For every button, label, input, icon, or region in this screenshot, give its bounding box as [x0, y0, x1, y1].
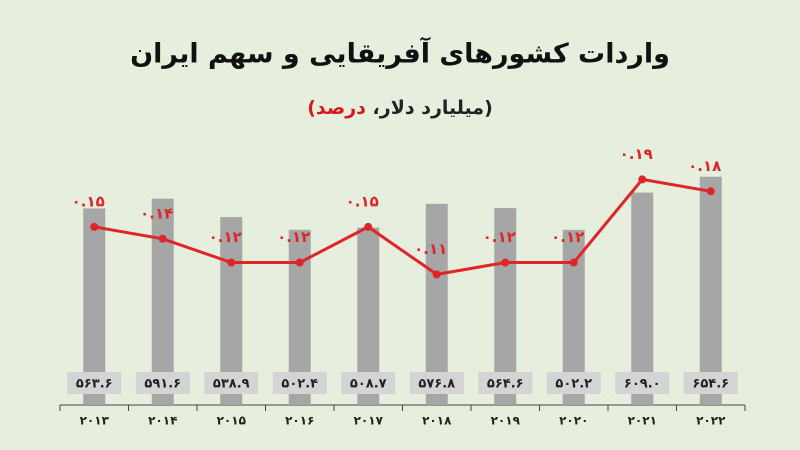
x-tick-label: ۲۰۱۷: [354, 414, 384, 428]
x-tick-label: ۲۰۱۵: [217, 414, 246, 428]
label-box: [67, 372, 122, 394]
x-tick-label: ۲۰۱۸: [422, 414, 452, 428]
label-box: [272, 372, 327, 394]
data-label: ۶۰۹.۰: [624, 377, 661, 392]
point: [364, 222, 373, 231]
point: [90, 222, 99, 231]
data-label: ۰.۱۲: [551, 228, 584, 246]
x-tick-label: ۲۰۲۲: [696, 414, 726, 428]
x-tick-label: ۲۰۱۳: [80, 414, 110, 428]
label-box: [615, 372, 670, 394]
data-label: ۵۰۸.۷: [350, 377, 387, 392]
data-label: ۵۳۸.۹: [213, 377, 250, 392]
data-label: ۵۰۲.۴: [281, 377, 318, 392]
label-box: [546, 372, 601, 394]
label-box: [478, 372, 533, 394]
bar: [357, 227, 380, 405]
data-label: ۵۶۴.۶: [487, 377, 524, 392]
label-box: [135, 372, 190, 394]
bar: [425, 203, 448, 405]
x-tick-label: ۲۰۲۰: [559, 414, 588, 428]
bar: [631, 192, 654, 405]
point: [638, 175, 647, 184]
data-label: ۰.۱۱: [414, 240, 447, 258]
data-label: ۵۶۳.۶: [76, 377, 113, 392]
bar: [494, 208, 517, 405]
point: [501, 258, 510, 267]
bar: [83, 208, 106, 405]
label-box: [341, 372, 396, 394]
data-label: ۰.۱۴: [140, 204, 173, 222]
line: [93, 177, 712, 276]
label-box: [204, 372, 259, 394]
subtitle-part: (میلیارد دلار،: [366, 97, 493, 119]
point: [227, 258, 236, 267]
data-label: ۶۵۴.۶: [692, 377, 729, 392]
x-tick-label: ۲۰۱۴: [148, 414, 177, 428]
x-tick-label: ۲۰۲۱: [628, 414, 657, 428]
data-label: ۵۰۲.۲: [555, 377, 592, 392]
point: [432, 270, 441, 279]
point: [158, 234, 167, 243]
data-label: ۰.۱۲: [277, 228, 310, 246]
point: [569, 258, 578, 267]
bar: [151, 198, 174, 405]
subtitle-part: درصد): [307, 97, 366, 119]
bar: [220, 217, 243, 405]
data-label: ۰.۱۵: [346, 192, 379, 210]
data-label: ۰.۱۲: [209, 228, 242, 246]
data-label: ۰.۱۹: [620, 145, 653, 163]
label-box: [409, 372, 464, 394]
chart-title: واردات کشورهای آفریقایی و سهم ایران: [130, 37, 670, 70]
data-label: ۰.۱۵: [72, 192, 105, 210]
bar: [562, 229, 585, 405]
x-tick-label: ۲۰۱۹: [491, 414, 521, 428]
label-box: [683, 372, 738, 394]
data-label: ۵۹۱.۶: [144, 377, 181, 392]
data-label: ۰.۱۸: [688, 157, 721, 175]
point: [295, 258, 304, 267]
x-tick-label: ۲۰۱۶: [285, 414, 314, 428]
bar: [288, 229, 311, 405]
bar: [699, 176, 722, 405]
chart-subtitle: (میلیارد دلار، درصد): [307, 97, 493, 119]
data-label: ۰.۱۲: [483, 228, 516, 246]
point: [706, 187, 715, 196]
data-label: ۵۷۶.۸: [418, 377, 455, 392]
